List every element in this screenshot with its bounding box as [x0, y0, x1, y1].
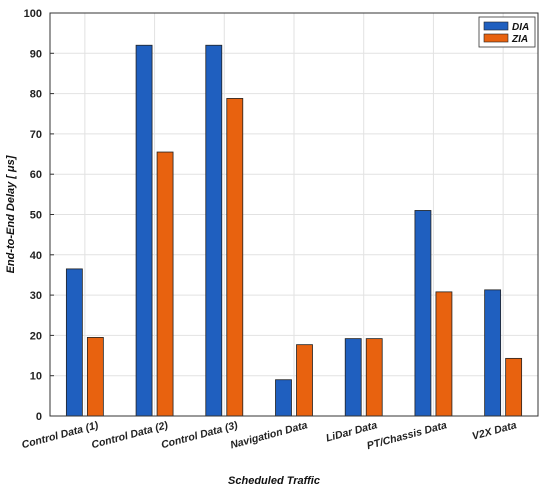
y-tick-label: 90 [30, 48, 42, 60]
bar-dia [65, 268, 83, 417]
bar-zia [296, 344, 313, 417]
bar-dia [135, 44, 153, 417]
x-axis-label: Scheduled Traffic [228, 475, 320, 487]
x-tick-label: Navigation Data [229, 419, 309, 451]
bar-zia [505, 357, 523, 417]
legend-swatch-zia [483, 33, 509, 43]
y-tick-label: 10 [30, 371, 42, 383]
x-tick-label: Control Data (2) [90, 419, 170, 451]
y-tick-label: 100 [24, 8, 42, 20]
x-tick-label: V2X Data [471, 419, 518, 442]
legend-label-dia: DIA [512, 22, 529, 33]
bar-zia [86, 337, 104, 417]
y-axis-ticks: 0 10 20 30 40 50 60 70 80 90 100 [24, 8, 54, 423]
bar-dia [205, 44, 223, 417]
bar-dia [414, 210, 432, 417]
bar-zia [226, 98, 244, 417]
y-tick-label: 70 [30, 129, 42, 141]
y-tick-label: 80 [30, 89, 42, 101]
bar-zia [435, 291, 453, 417]
y-tick-label: 30 [30, 290, 42, 302]
bar-zia [156, 151, 174, 417]
y-axis-label: End-to-End Delay [ μs] [5, 155, 17, 273]
plot-frame [49, 12, 539, 417]
bar-zia [365, 338, 383, 417]
y-tick-label: 0 [36, 411, 42, 423]
grid-lines [50, 12, 538, 417]
x-tick-label: Control Data (3) [160, 419, 240, 451]
y-tick-label: 20 [30, 330, 42, 342]
x-axis-ticks: Control Data (1)Control Data (2)Control … [20, 419, 518, 452]
bar-dia [275, 379, 292, 417]
y-tick-label: 40 [30, 250, 42, 262]
y-tick-label: 60 [30, 169, 42, 181]
x-tick-label: PT/Chassis Data [366, 419, 449, 452]
legend-label-zia: ZIA [511, 34, 528, 45]
y-tick-label: 50 [30, 210, 42, 222]
bar-dia [484, 289, 502, 417]
x-tick-label: Control Data (1) [20, 419, 100, 451]
bar-dia [344, 338, 362, 417]
legend-swatch-dia [483, 21, 509, 31]
